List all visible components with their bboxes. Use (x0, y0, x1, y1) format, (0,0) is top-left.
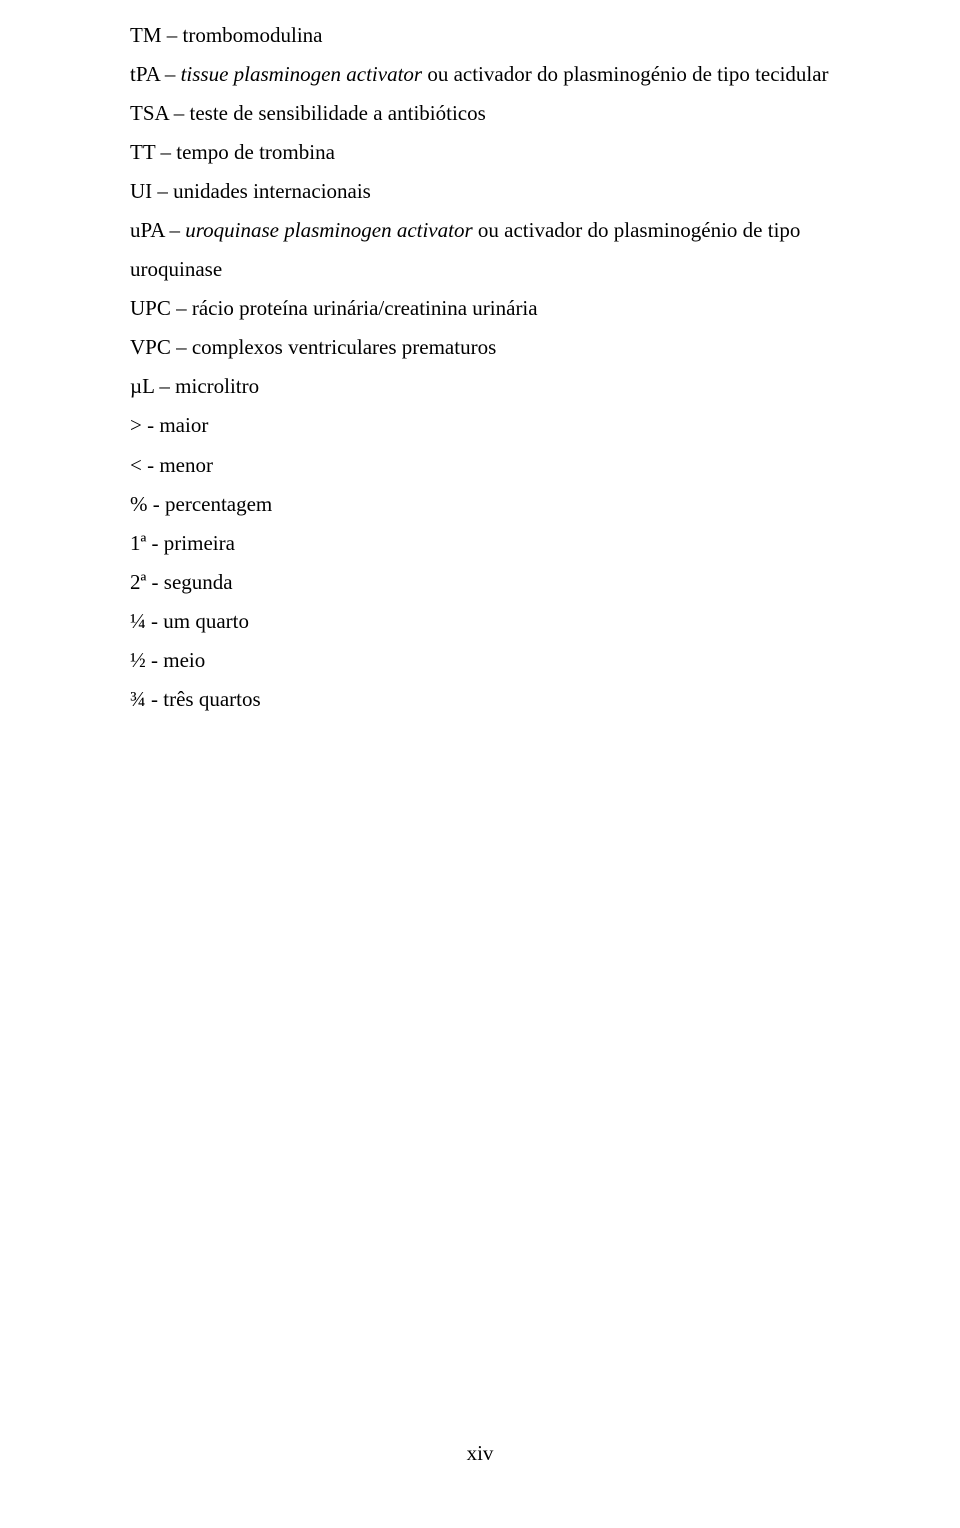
definition: percentagem (165, 492, 272, 516)
separator: - (146, 687, 164, 711)
definition: primeira (164, 531, 235, 555)
definition: rácio proteína urinária/creatinina uriná… (192, 296, 538, 320)
definition: menor (159, 453, 213, 477)
definition: meio (163, 648, 205, 672)
definition: um quarto (163, 609, 249, 633)
separator: – (154, 374, 175, 398)
definition-italic: tissue plasminogen activator (181, 62, 422, 86)
definition: maior (159, 413, 208, 437)
abbreviation-term: TSA (130, 101, 169, 125)
separator: - (142, 453, 160, 477)
definition: microlitro (175, 374, 259, 398)
definition: unidades internacionais (173, 179, 371, 203)
page-number: xiv (0, 1441, 960, 1466)
abbreviation-term: > (130, 413, 142, 437)
definition: teste de sensibilidade a antibióticos (190, 101, 486, 125)
definition: três quartos (163, 687, 260, 711)
page: TM – trombomodulinatPA – tissue plasmino… (0, 0, 960, 1528)
abbreviation-term: 1ª (130, 531, 146, 555)
definition-after: ou activador do plasminogénio de tipo te… (422, 62, 828, 86)
abbreviation-term: ¼ (130, 609, 146, 633)
abbreviation-term: 2ª (130, 570, 146, 594)
abbreviation-term: TT (130, 140, 155, 164)
abbreviation-entry: TSA – teste de sensibilidade a antibióti… (130, 94, 860, 133)
abbreviation-entry: TM – trombomodulina (130, 16, 860, 55)
abbreviation-term: µL (130, 374, 154, 398)
separator: – (164, 218, 185, 242)
abbreviation-entry: µL – microlitro (130, 367, 860, 406)
separator: - (146, 531, 164, 555)
abbreviation-term: ¾ (130, 687, 146, 711)
separator: – (155, 140, 176, 164)
separator: – (162, 23, 183, 47)
abbreviation-entry: 1ª - primeira (130, 524, 860, 563)
abbreviation-entry: UI – unidades internacionais (130, 172, 860, 211)
separator: - (146, 648, 164, 672)
abbreviation-entry: ¼ - um quarto (130, 602, 860, 641)
abbreviation-entry: < - menor (130, 446, 860, 485)
abbreviation-entry: UPC – rácio proteína urinária/creatinina… (130, 289, 860, 328)
definition: segunda (164, 570, 233, 594)
separator: – (160, 62, 181, 86)
abbreviation-term: TM (130, 23, 162, 47)
abbreviation-term: ½ (130, 648, 146, 672)
abbreviation-entry: tPA – tissue plasminogen activator ou ac… (130, 55, 860, 94)
abbreviation-term: VPC (130, 335, 171, 359)
abbreviation-term: < (130, 453, 142, 477)
definition: trombomodulina (183, 23, 323, 47)
separator: – (171, 335, 192, 359)
abbreviation-entry: ¾ - três quartos (130, 680, 860, 719)
abbreviation-term: UPC (130, 296, 171, 320)
abbreviation-entry: TT – tempo de trombina (130, 133, 860, 172)
abbreviation-list: TM – trombomodulinatPA – tissue plasmino… (130, 16, 860, 719)
separator: - (142, 413, 160, 437)
separator: – (171, 296, 192, 320)
separator: – (169, 101, 190, 125)
abbreviation-term: % (130, 492, 148, 516)
abbreviation-entry: > - maior (130, 406, 860, 445)
separator: - (146, 570, 164, 594)
definition: tempo de trombina (176, 140, 335, 164)
abbreviation-term: tPA (130, 62, 160, 86)
abbreviation-entry: ½ - meio (130, 641, 860, 680)
abbreviation-term: uPA (130, 218, 164, 242)
abbreviation-entry: uPA – uroquinase plasminogen activator o… (130, 211, 860, 289)
abbreviation-term: UI (130, 179, 152, 203)
separator: – (152, 179, 173, 203)
abbreviation-entry: VPC – complexos ventriculares prematuros (130, 328, 860, 367)
separator: - (146, 609, 164, 633)
definition: complexos ventriculares prematuros (192, 335, 496, 359)
abbreviation-entry: 2ª - segunda (130, 563, 860, 602)
separator: - (148, 492, 166, 516)
abbreviation-entry: % - percentagem (130, 485, 860, 524)
definition-italic: uroquinase plasminogen activator (185, 218, 472, 242)
